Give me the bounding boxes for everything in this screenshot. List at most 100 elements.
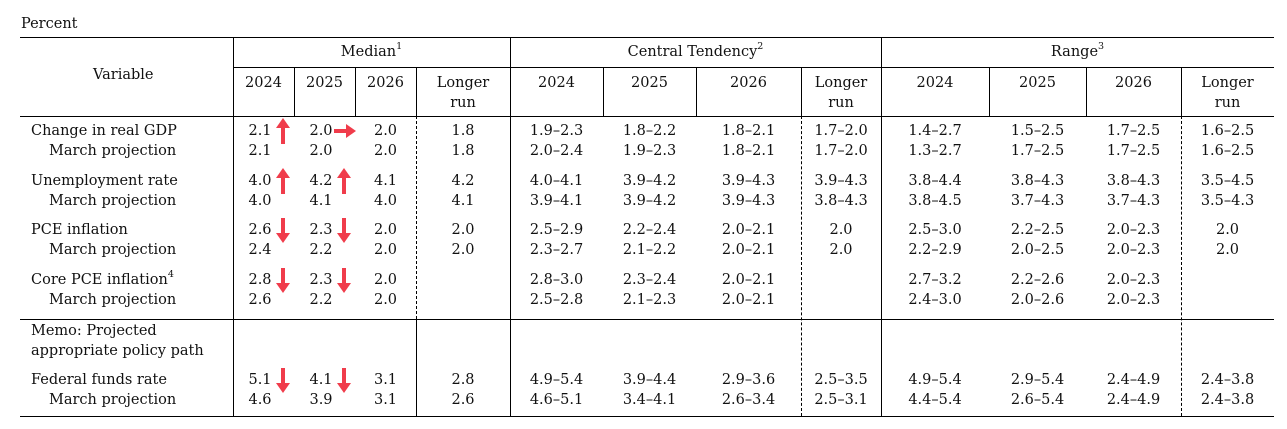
median-header: Median1 (340, 41, 403, 60)
table-cell: 4.1 (373, 173, 398, 189)
year-header: 2024 (245, 75, 282, 91)
col-divider (989, 67, 990, 116)
col-divider (294, 67, 295, 116)
table-cell: 2.6 (451, 392, 475, 408)
table-cell: 1.9–2.3 (622, 143, 677, 159)
table-cell: 2.3–2.7 (529, 242, 584, 258)
table-cell: 2.5–2.9 (529, 222, 584, 238)
arrow-up-icon (337, 168, 351, 194)
table-cell: 3.8–4.4 (908, 173, 962, 189)
table-cell: 1.7–2.0 (814, 123, 868, 139)
central-tendency-header: Central Tendency2 (627, 41, 764, 60)
table-cell: 3.1 (373, 392, 398, 408)
table-cell: 4.0 (373, 193, 398, 209)
year-header: 2026 (1115, 75, 1152, 91)
table-cell: 2.8 (451, 372, 475, 388)
row-label: Federal funds rate (31, 372, 167, 388)
table-cell: 2.4 (248, 242, 272, 258)
table-cell: 2.4–4.9 (1106, 392, 1161, 408)
table-cell: 1.4–2.7 (908, 123, 962, 139)
table-cell: 2.2 (309, 242, 333, 258)
table-cell: 3.4–4.1 (622, 392, 677, 408)
table-cell: 2.0–2.1 (721, 272, 776, 288)
table-cell: 2.5–3.5 (814, 372, 868, 388)
table-cell: 3.9–4.3 (721, 173, 776, 189)
row-label: Unemployment rate (31, 173, 178, 189)
arrow-down-icon (337, 218, 351, 243)
range-header: Range3 (1050, 41, 1105, 60)
arrow-down-icon (276, 268, 290, 293)
table-cell: 4.1 (451, 193, 475, 209)
table-cell: 3.7–4.3 (1106, 193, 1161, 209)
table-cell: 3.7–4.3 (1010, 193, 1065, 209)
table-cell: 3.9–4.4 (622, 372, 677, 388)
table-cell: 2.1 (248, 123, 272, 139)
year-header: 2025 (631, 75, 668, 91)
table-cell: 3.8–4.3 (1010, 173, 1065, 189)
table-cell: 2.9–3.6 (721, 372, 776, 388)
table-cell: 2.3–2.4 (622, 272, 677, 288)
table-cell: 3.8–4.5 (908, 193, 962, 209)
table-cell: 2.0 (451, 222, 475, 238)
table-cell: 1.8–2.1 (721, 123, 776, 139)
table-cell: 2.0 (309, 123, 333, 139)
table-cell: 4.0 (248, 193, 272, 209)
table-cell: 2.0–2.1 (721, 222, 776, 238)
col-divider (696, 67, 697, 116)
table-cell: 2.3 (309, 272, 333, 288)
arrow-up-icon (276, 168, 290, 194)
table-cell: 2.2–2.9 (908, 242, 962, 258)
table-cell: 2.0 (1215, 222, 1240, 238)
table-cell: 1.7–2.5 (1010, 143, 1065, 159)
table-cell: 4.0–4.1 (529, 173, 584, 189)
col-divider (881, 38, 882, 416)
table-cell: 2.4–3.8 (1200, 372, 1255, 388)
year-header: 2024 (916, 75, 954, 91)
table-cell: 2.0–2.1 (721, 292, 776, 308)
row-label: Core PCE inflation4 (31, 269, 174, 288)
col-divider (1086, 67, 1087, 116)
table-cell: 2.0 (373, 272, 398, 288)
table-cell: 2.0–2.3 (1106, 272, 1161, 288)
longer-run-dashed (801, 116, 802, 416)
table-cell: 1.9–2.3 (529, 123, 584, 139)
table-cell: 4.2 (451, 173, 475, 189)
row-sublabel: March projection (49, 392, 177, 408)
table-cell: 2.0 (373, 222, 398, 238)
col-divider (233, 38, 234, 416)
table-cell: 2.6 (248, 292, 272, 308)
table-cell: 2.6–5.4 (1010, 392, 1065, 408)
year-header: 2025 (306, 75, 343, 91)
table-cell: 1.8 (451, 123, 475, 139)
memo-label: appropriate policy path (31, 343, 204, 359)
table-cell: 4.1 (309, 193, 333, 209)
table-cell: 2.0 (451, 242, 475, 258)
table-cell: 4.9–5.4 (529, 372, 584, 388)
table-cell: 4.9–5.4 (908, 372, 962, 388)
longer-run-header: Longer (1201, 75, 1254, 91)
memo-label: Memo: Projected (31, 323, 157, 339)
table-cell: 2.2–2.6 (1010, 272, 1065, 288)
table-cell: 1.7–2.0 (814, 143, 868, 159)
year-header: 2026 (367, 75, 404, 91)
year-header: 2024 (538, 75, 575, 91)
table-cell: 3.9–4.2 (622, 193, 677, 209)
table-cell: 2.1–2.3 (622, 292, 677, 308)
table-cell: 2.0–2.3 (1106, 222, 1161, 238)
table-cell: 1.3–2.7 (908, 143, 962, 159)
table-cell: 2.0 (373, 292, 398, 308)
table-cell: 1.8–2.1 (721, 143, 776, 159)
table-cell: 2.0 (829, 222, 853, 238)
table-cell: 2.9–5.4 (1010, 372, 1065, 388)
longer-run-header: Longer (436, 75, 490, 91)
table-cell: 1.5–2.5 (1010, 123, 1065, 139)
table-cell: 5.1 (248, 372, 272, 388)
longer-run-header: run (828, 95, 854, 111)
header-bottom-rule (20, 116, 1274, 117)
table-cell: 2.8–3.0 (529, 272, 584, 288)
arrow-down-icon (337, 268, 351, 293)
table-cell: 2.0 (373, 123, 398, 139)
longer-run-header: run (1214, 95, 1241, 111)
table-cell: 3.9–4.3 (721, 193, 776, 209)
table-cell: 1.7–2.5 (1106, 123, 1161, 139)
